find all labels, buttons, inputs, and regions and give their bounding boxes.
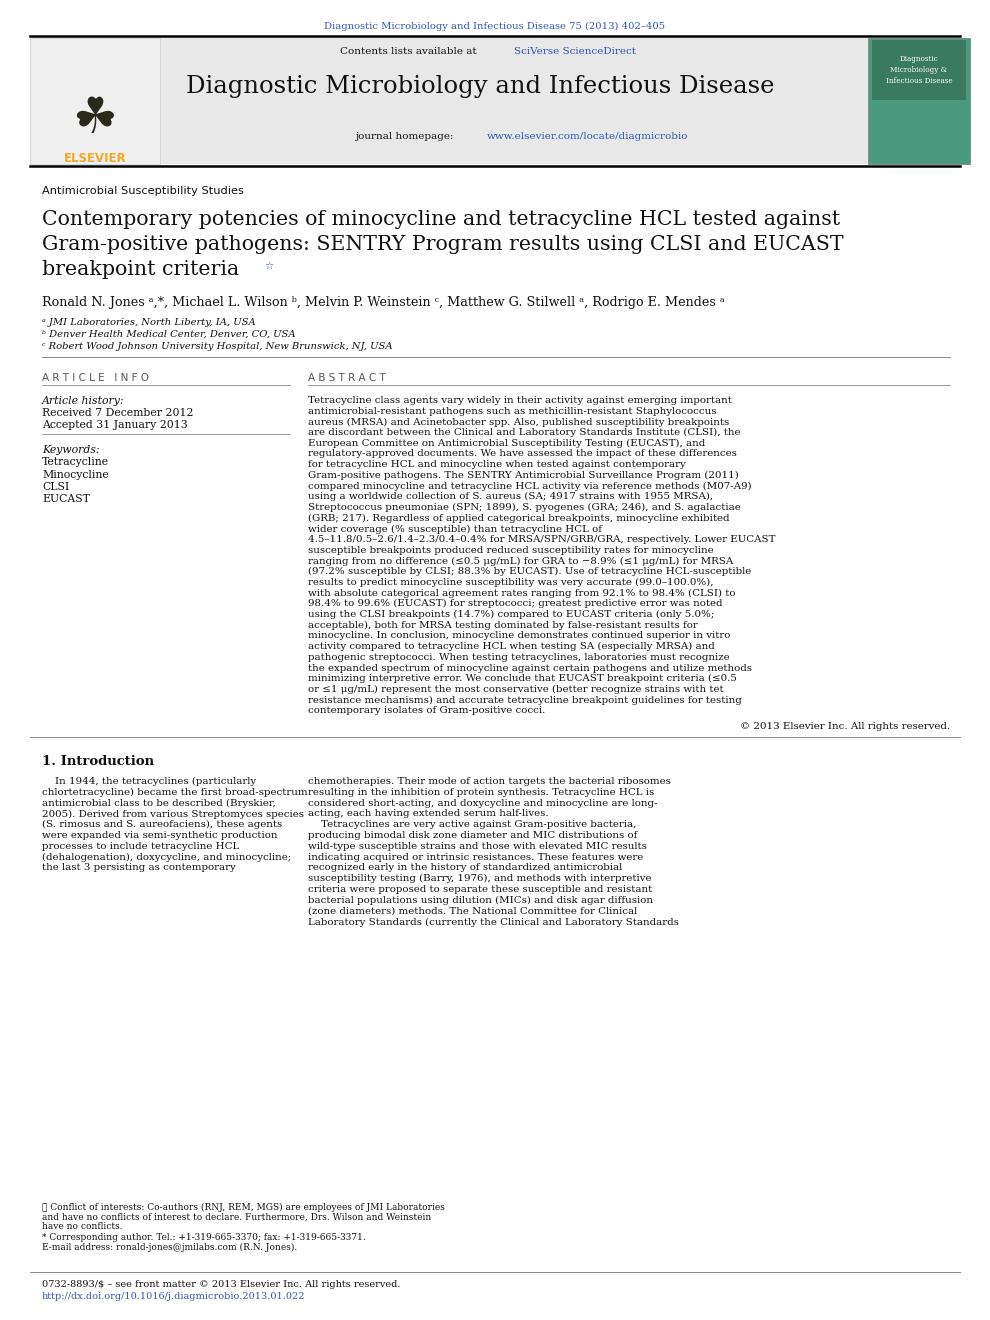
Text: Gram-positive pathogens. The SENTRY Antimicrobial Surveillance Program (2011): Gram-positive pathogens. The SENTRY Anti… [308,471,739,480]
Text: ᶜ Robert Wood Johnson University Hospital, New Brunswick, NJ, USA: ᶜ Robert Wood Johnson University Hospita… [42,342,393,351]
Text: and have no conflicts of interest to declare. Furthermore, Drs. Wilson and Weins: and have no conflicts of interest to dec… [42,1213,432,1221]
Text: antimicrobial class to be described (Bryskier,: antimicrobial class to be described (Bry… [42,799,276,808]
Text: processes to include tetracycline HCL: processes to include tetracycline HCL [42,842,240,851]
Text: European Committee on Antimicrobial Susceptibility Testing (EUCAST), and: European Committee on Antimicrobial Susc… [308,438,705,447]
Text: ☘: ☘ [72,95,118,143]
Text: minocycline. In conclusion, minocycline demonstrates continued superior in vitro: minocycline. In conclusion, minocycline … [308,631,731,640]
Text: regulatory-approved documents. We have assessed the impact of these differences: regulatory-approved documents. We have a… [308,450,737,458]
Text: minimizing interpretive error. We conclude that EUCAST breakpoint criteria (≤0.5: minimizing interpretive error. We conclu… [308,675,737,684]
Text: 98.4% to 99.6% (EUCAST) for streptococci; greatest predictive error was noted: 98.4% to 99.6% (EUCAST) for streptococci… [308,599,723,609]
Bar [30,38,160,164]
Text: aureus (MRSA) and Acinetobacter spp. Also, published susceptibility breakpoints: aureus (MRSA) and Acinetobacter spp. Als… [308,417,730,426]
Text: compared minocycline and tetracycline HCL activity via reference methods (M07-A9: compared minocycline and tetracycline HC… [308,482,751,491]
Text: producing bimodal disk zone diameter and MIC distributions of: producing bimodal disk zone diameter and… [308,832,638,840]
Text: using the CLSI breakpoints (14.7%) compared to EUCAST criteria (only 5.0%;: using the CLSI breakpoints (14.7%) compa… [308,610,715,619]
Bar [30,38,870,164]
Text: antimicrobial-resistant pathogens such as methicillin-resistant Staphylococcus: antimicrobial-resistant pathogens such a… [308,407,717,416]
Text: Tetracycline: Tetracycline [42,457,109,467]
Text: bacterial populations using dilution (MICs) and disk agar diffusion: bacterial populations using dilution (MI… [308,896,653,906]
Text: ☆: ☆ [264,261,273,271]
Text: E-mail address: ronald-jones@jmilabs.com (R.N. Jones).: E-mail address: ronald-jones@jmilabs.com… [42,1242,297,1251]
Text: Article history:: Article history: [42,396,125,407]
Text: considered short-acting, and doxycycline and minocycline are long-: considered short-acting, and doxycycline… [308,799,657,808]
Text: journal homepage:: journal homepage: [355,132,456,141]
Text: were expanded via semi-synthetic production: were expanded via semi-synthetic product… [42,832,277,840]
Text: wider coverage (% susceptible) than tetracycline HCL of: wider coverage (% susceptible) than tetr… [308,524,602,533]
Text: Tetracyclines are very active against Gram-positive bacteria,: Tetracyclines are very active against Gr… [308,820,637,829]
Text: Keywords:: Keywords: [42,445,100,455]
Text: susceptible breakpoints produced reduced susceptibility rates for minocycline: susceptible breakpoints produced reduced… [308,545,714,554]
Text: A R T I C L E   I N F O: A R T I C L E I N F O [42,374,149,383]
Bar [872,40,966,100]
Text: Tetracycline class agents vary widely in their activity against emerging importa: Tetracycline class agents vary widely in… [308,396,732,405]
Text: (zone diameters) methods. The National Committee for Clinical: (zone diameters) methods. The National C… [308,907,638,916]
Text: for tetracycline HCL and minocycline when tested against contemporary: for tetracycline HCL and minocycline whe… [308,461,686,469]
Text: 1. Introduction: 1. Introduction [42,755,154,768]
Text: breakpoint criteria: breakpoint criteria [42,260,240,279]
Text: ELSEVIER: ELSEVIER [63,152,127,165]
Text: Minocycline: Minocycline [42,470,109,479]
Text: Accepted 31 January 2013: Accepted 31 January 2013 [42,420,188,430]
Text: CLSI: CLSI [42,482,69,492]
Text: Diagnostic Microbiology and Infectious Disease: Diagnostic Microbiology and Infectious D… [186,75,774,98]
Text: (dehalogenation), doxycycline, and minocycline;: (dehalogenation), doxycycline, and minoc… [42,853,291,862]
Text: 0732-8893/$ – see front matter © 2013 Elsevier Inc. All rights reserved.: 0732-8893/$ – see front matter © 2013 El… [42,1280,401,1290]
Text: Laboratory Standards (currently the Clinical and Laboratory Standards: Laboratory Standards (currently the Clin… [308,917,679,927]
Text: recognized early in the history of standardized antimicrobial: recognized early in the history of stand… [308,863,623,873]
Text: Received 7 December 2012: Received 7 December 2012 [42,408,193,418]
Text: activity compared to tetracycline HCL when testing SA (especially MRSA) and: activity compared to tetracycline HCL wh… [308,642,715,651]
Text: have no conflicts.: have no conflicts. [42,1222,123,1232]
Text: (97.2% susceptible by CLSI; 88.3% by EUCAST). Use of tetracycline HCL-susceptibl: (97.2% susceptible by CLSI; 88.3% by EUC… [308,568,751,577]
Text: chlortetracycline) became the first broad-spectrum: chlortetracycline) became the first broa… [42,788,308,797]
Text: Streptococcus pneumoniae (SPN; 1899), S. pyogenes (GRA; 246), and S. agalactiae: Streptococcus pneumoniae (SPN; 1899), S.… [308,503,741,512]
Text: contemporary isolates of Gram-positive cocci.: contemporary isolates of Gram-positive c… [308,706,545,715]
Text: Contents lists available at: Contents lists available at [340,48,480,55]
Text: © 2013 Elsevier Inc. All rights reserved.: © 2013 Elsevier Inc. All rights reserved… [740,722,950,731]
Text: ᵇ Denver Health Medical Center, Denver, CO, USA: ᵇ Denver Health Medical Center, Denver, … [42,330,296,339]
Text: indicating acquired or intrinsic resistances. These features were: indicating acquired or intrinsic resista… [308,853,644,862]
Text: 4.5–11.8/0.5–2.6/1.4–2.3/0.4–0.4% for MRSA/SPN/GRB/GRA, respectively. Lower EUCA: 4.5–11.8/0.5–2.6/1.4–2.3/0.4–0.4% for MR… [308,535,775,544]
Text: ★ Conflict of interests: Co-authors (RNJ, REM, MGS) are employees of JMI Laborat: ★ Conflict of interests: Co-authors (RNJ… [42,1203,445,1212]
Text: Antimicrobial Susceptibility Studies: Antimicrobial Susceptibility Studies [42,186,244,195]
Text: acceptable), both for MRSA testing dominated by false-resistant results for: acceptable), both for MRSA testing domin… [308,620,698,630]
Text: acting, each having extended serum half-lives.: acting, each having extended serum half-… [308,809,548,818]
Text: (S. rimosus and S. aureofaciens), these agents: (S. rimosus and S. aureofaciens), these … [42,820,282,829]
Text: ᵃ JMI Laboratories, North Liberty, IA, USA: ᵃ JMI Laboratories, North Liberty, IA, U… [42,318,255,327]
Text: the expanded spectrum of minocycline against certain pathogens and utilize metho: the expanded spectrum of minocycline aga… [308,664,752,672]
Text: * Corresponding author. Tel.: +1-319-665-3370; fax: +1-319-665-3371.: * Corresponding author. Tel.: +1-319-665… [42,1233,365,1242]
Text: resulting in the inhibition of protein synthesis. Tetracycline HCL is: resulting in the inhibition of protein s… [308,788,654,797]
Text: Contemporary potencies of minocycline and tetracycline HCL tested against: Contemporary potencies of minocycline an… [42,210,841,228]
Text: In 1944, the tetracyclines (particularly: In 1944, the tetracyclines (particularly [42,777,256,787]
Text: www.elsevier.com/locate/diagmicrobio: www.elsevier.com/locate/diagmicrobio [487,132,688,141]
Text: results to predict minocycline susceptibility was very accurate (99.0–100.0%),: results to predict minocycline susceptib… [308,578,714,587]
Bar [868,38,970,164]
Text: ranging from no difference (≤0.5 μg/mL) for GRA to −8.9% (≤1 μg/mL) for MRSA: ranging from no difference (≤0.5 μg/mL) … [308,557,734,566]
Text: pathogenic streptococci. When testing tetracyclines, laboratories must recognize: pathogenic streptococci. When testing te… [308,653,730,661]
Text: 2005). Derived from various Streptomyces species: 2005). Derived from various Streptomyces… [42,809,304,818]
Text: wild-type susceptible strains and those with elevated MIC results: wild-type susceptible strains and those … [308,842,646,851]
Text: Ronald N. Jones ᵃ,*, Michael L. Wilson ᵇ, Melvin P. Weinstein ᶜ, Matthew G. Stil: Ronald N. Jones ᵃ,*, Michael L. Wilson ᵇ… [42,296,725,309]
Text: criteria were proposed to separate these susceptible and resistant: criteria were proposed to separate these… [308,884,652,894]
Text: or ≤1 μg/mL) represent the most conservative (better recognize strains with tet: or ≤1 μg/mL) represent the most conserva… [308,685,724,694]
Text: A B S T R A C T: A B S T R A C T [308,374,386,383]
Text: the last 3 persisting as contemporary: the last 3 persisting as contemporary [42,863,236,873]
Text: Diagnostic
Microbiology &
Infectious Disease: Diagnostic Microbiology & Infectious Dis… [886,55,952,84]
Text: using a worldwide collection of S. aureus (SA; 4917 strains with 1955 MRSA),: using a worldwide collection of S. aureu… [308,492,713,502]
Text: resistance mechanisms) and accurate tetracycline breakpoint guidelines for testi: resistance mechanisms) and accurate tetr… [308,696,742,705]
Text: with absolute categorical agreement rates ranging from 92.1% to 98.4% (CLSI) to: with absolute categorical agreement rate… [308,589,736,598]
Text: http://dx.doi.org/10.1016/j.diagmicrobio.2013.01.022: http://dx.doi.org/10.1016/j.diagmicrobio… [42,1292,306,1302]
Text: SciVerse ScienceDirect: SciVerse ScienceDirect [514,48,636,55]
Text: susceptibility testing (Barry, 1976), and methods with interpretive: susceptibility testing (Barry, 1976), an… [308,874,651,883]
Text: (GRB; 217). Regardless of applied categorical breakpoints, minocycline exhibited: (GRB; 217). Regardless of applied catego… [308,513,730,523]
Text: Gram-positive pathogens: SENTRY Program results using CLSI and EUCAST: Gram-positive pathogens: SENTRY Program … [42,235,843,253]
Text: chemotherapies. Their mode of action targets the bacterial ribosomes: chemotherapies. Their mode of action tar… [308,777,671,785]
Text: Diagnostic Microbiology and Infectious Disease 75 (2013) 402–405: Diagnostic Microbiology and Infectious D… [325,22,665,32]
Text: are discordant between the Clinical and Laboratory Standards Institute (CLSI), t: are discordant between the Clinical and … [308,428,741,437]
Text: EUCAST: EUCAST [42,495,90,504]
